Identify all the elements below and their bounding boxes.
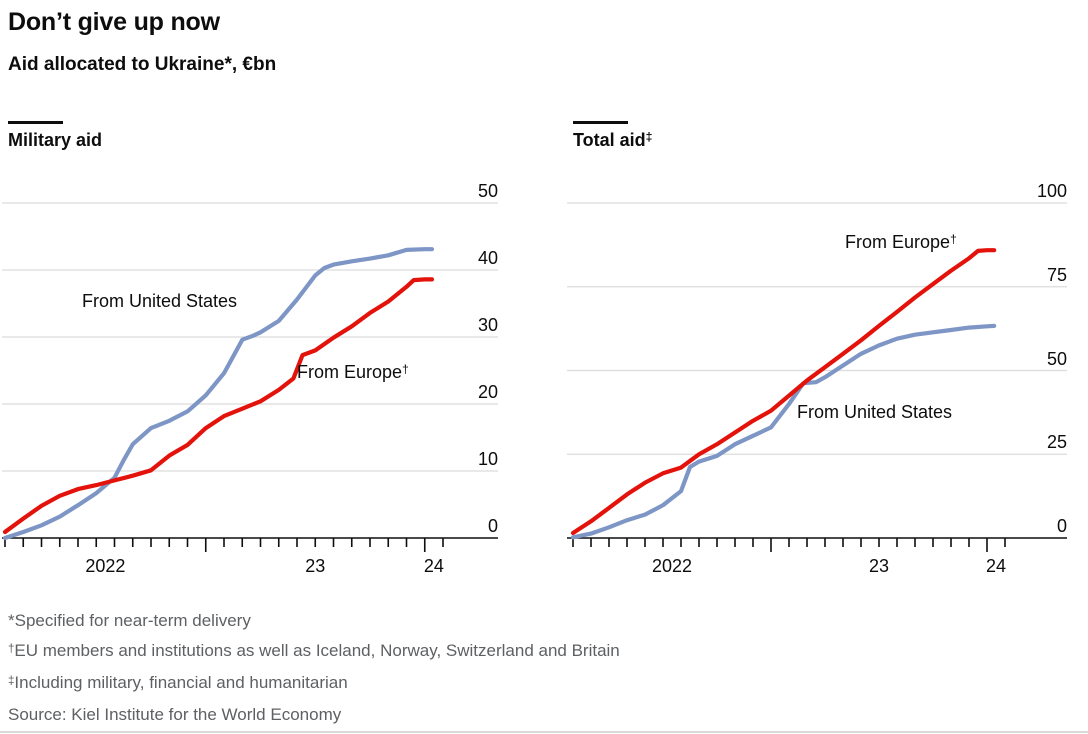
plot-area-svg bbox=[2, 202, 498, 552]
y-axis-label-20: 20 bbox=[477, 382, 498, 402]
plot-area-svg bbox=[567, 202, 1067, 552]
series-label-europe: From Europe† bbox=[845, 232, 957, 252]
series-line-europe bbox=[570, 248, 997, 536]
page-title: Don’t give up now bbox=[8, 8, 220, 36]
source-line: Source: Kiel Institute for the World Eco… bbox=[8, 705, 342, 724]
y-axis-label-50: 50 bbox=[477, 181, 498, 201]
panel-rule-total bbox=[573, 121, 628, 124]
y-axis-label-50: 50 bbox=[1046, 348, 1067, 369]
chart-military-aid: 0 10 20 30 40 50 2022 23 24 bbox=[0, 165, 540, 600]
bottom-rule bbox=[0, 731, 1088, 733]
y-axis-label-30: 30 bbox=[477, 315, 498, 335]
y-axis-label-75: 75 bbox=[1046, 264, 1067, 285]
y-axis-label-10: 10 bbox=[477, 449, 498, 469]
panel-rule-military bbox=[8, 121, 63, 124]
series-line-united-states bbox=[2, 247, 435, 541]
chart-total-aid: 0 25 50 75 100 2022 23 24 bbox=[565, 165, 1088, 600]
series-label-united-states: From United States bbox=[82, 291, 238, 311]
x-axis-label-2022: 2022 bbox=[85, 556, 126, 576]
footnote-total-definition: ‡Including military, financial and human… bbox=[8, 673, 348, 692]
y-axis-label-25: 25 bbox=[1046, 432, 1067, 453]
series-label-europe: From Europe† bbox=[297, 362, 409, 382]
panel-title-military: Military aid bbox=[8, 130, 103, 150]
series-label-united-states: From United States bbox=[797, 402, 953, 422]
page-subtitle: Aid allocated to Ukraine*, €bn bbox=[8, 54, 277, 75]
x-axis-label-23: 23 bbox=[868, 556, 890, 576]
footnote-europe-definition: †EU members and institutions as well as … bbox=[8, 641, 620, 660]
y-axis-label-100: 100 bbox=[1036, 181, 1067, 201]
x-axis-label-23: 23 bbox=[305, 556, 326, 576]
y-axis-label-0: 0 bbox=[487, 516, 498, 536]
panel-title-total: Total aid‡ bbox=[573, 130, 653, 150]
footnote-near-term: *Specified for near-term delivery bbox=[8, 611, 251, 630]
x-axis-label-2022: 2022 bbox=[651, 556, 693, 576]
y-axis-label-40: 40 bbox=[477, 248, 498, 268]
footnotes: *Specified for near-term delivery †EU me… bbox=[8, 606, 620, 730]
series-line-united-states bbox=[570, 323, 997, 540]
dagger-superscript: † bbox=[402, 362, 409, 377]
y-axis-label-0: 0 bbox=[1056, 516, 1067, 536]
x-axis-label-24: 24 bbox=[423, 556, 444, 576]
dagger-superscript: † bbox=[950, 232, 957, 247]
series-line-europe bbox=[2, 277, 435, 535]
x-axis-label-24: 24 bbox=[985, 556, 1007, 576]
